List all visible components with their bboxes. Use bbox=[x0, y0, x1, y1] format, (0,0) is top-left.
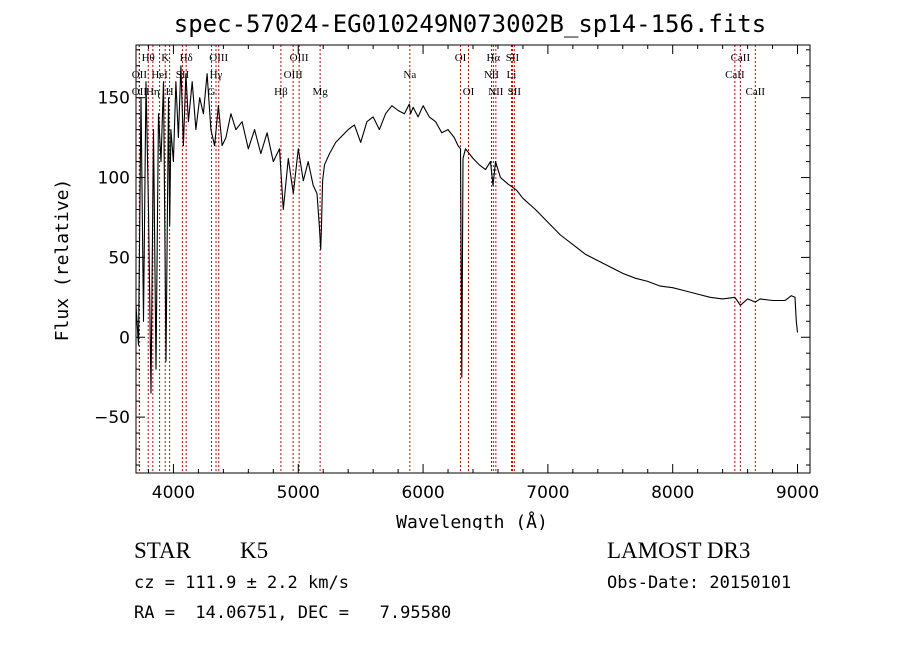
plot-frame bbox=[135, 44, 811, 474]
y-tick-label: 150 bbox=[98, 89, 130, 109]
line-marker-label: Hγ bbox=[210, 69, 223, 81]
line-marker-label: SII bbox=[176, 69, 190, 81]
x-axis-ticks: 4000 5000 6000 7000 8000 9000 bbox=[147, 45, 819, 503]
line-marker-label: G bbox=[208, 86, 216, 98]
y-tick-label: 50 bbox=[108, 248, 130, 268]
y-axis-label: Flux (relative) bbox=[52, 179, 73, 342]
spectrum-line bbox=[135, 65, 799, 394]
series-layer bbox=[135, 65, 799, 394]
line-marker-label: OIII bbox=[284, 69, 303, 81]
x-tick-label: 8000 bbox=[651, 483, 694, 503]
line-marker-label: Hη bbox=[146, 86, 160, 98]
line-marker-label: CaII bbox=[731, 52, 751, 64]
line-marker-label: H bbox=[166, 86, 174, 98]
line-marker-label: SII bbox=[508, 86, 522, 98]
x-tick-label: 4000 bbox=[152, 483, 195, 503]
line-marker-label: Hθ bbox=[142, 52, 155, 64]
object-class: K5 bbox=[240, 538, 269, 563]
line-marker-label: SII bbox=[506, 52, 520, 64]
x-tick-label: 5000 bbox=[277, 483, 320, 503]
line-marker-label: OI bbox=[455, 52, 467, 64]
line-marker-label: NII bbox=[484, 69, 500, 81]
line-marker-label: OIII bbox=[209, 52, 228, 64]
line-marker-label: OIII bbox=[290, 52, 309, 64]
y-tick-label: −50 bbox=[94, 408, 130, 428]
x-tick-label: 7000 bbox=[526, 483, 569, 503]
line-marker-label: NII bbox=[488, 86, 504, 98]
y-tick-label: 0 bbox=[119, 328, 130, 348]
line-marker-label: OII bbox=[132, 86, 148, 98]
line-marker-label: K bbox=[161, 52, 169, 64]
obs-date: Obs-Date: 20150101 bbox=[607, 573, 792, 593]
line-marker-label: Na bbox=[403, 69, 416, 81]
line-marker-label: CaII bbox=[746, 86, 766, 98]
line-marker-label: HeI bbox=[151, 69, 168, 81]
line-marker-label: OII bbox=[132, 69, 148, 81]
x-tick-label: 9000 bbox=[776, 483, 819, 503]
line-marker-label: OI bbox=[463, 86, 475, 98]
x-axis-label: Wavelength (Å) bbox=[396, 511, 548, 530]
line-marker-labels: OIIOIIHθHηHeIKHSIIHδGHγOIIIHβOIIIOIIIMgN… bbox=[132, 52, 766, 98]
line-marker-label: Mg bbox=[312, 86, 328, 98]
line-markers bbox=[138, 45, 756, 473]
ra-dec: RA = 14.06751, DEC = 7.95580 bbox=[134, 603, 452, 623]
spectrum-chart: spec-57024-EG010249N073002B_sp14-156.fit… bbox=[52, 10, 819, 533]
line-marker-label: Li bbox=[507, 69, 517, 81]
survey-name: LAMOST DR3 bbox=[607, 538, 751, 563]
line-marker-label: Hα bbox=[486, 52, 500, 64]
line-marker-label: Hδ bbox=[180, 52, 193, 64]
y-axis-ticks: −50 0 50 100 150 bbox=[94, 49, 810, 466]
x-tick-label: 6000 bbox=[401, 483, 444, 503]
line-marker-label: Hβ bbox=[274, 86, 288, 98]
object-type: STAR bbox=[134, 538, 191, 563]
redshift-cz: cz = 111.9 ± 2.2 km/s bbox=[134, 573, 349, 593]
y-tick-label: 100 bbox=[98, 169, 130, 189]
chart-title: spec-57024-EG010249N073002B_sp14-156.fit… bbox=[174, 10, 766, 38]
line-marker-label: CaII bbox=[725, 69, 745, 81]
